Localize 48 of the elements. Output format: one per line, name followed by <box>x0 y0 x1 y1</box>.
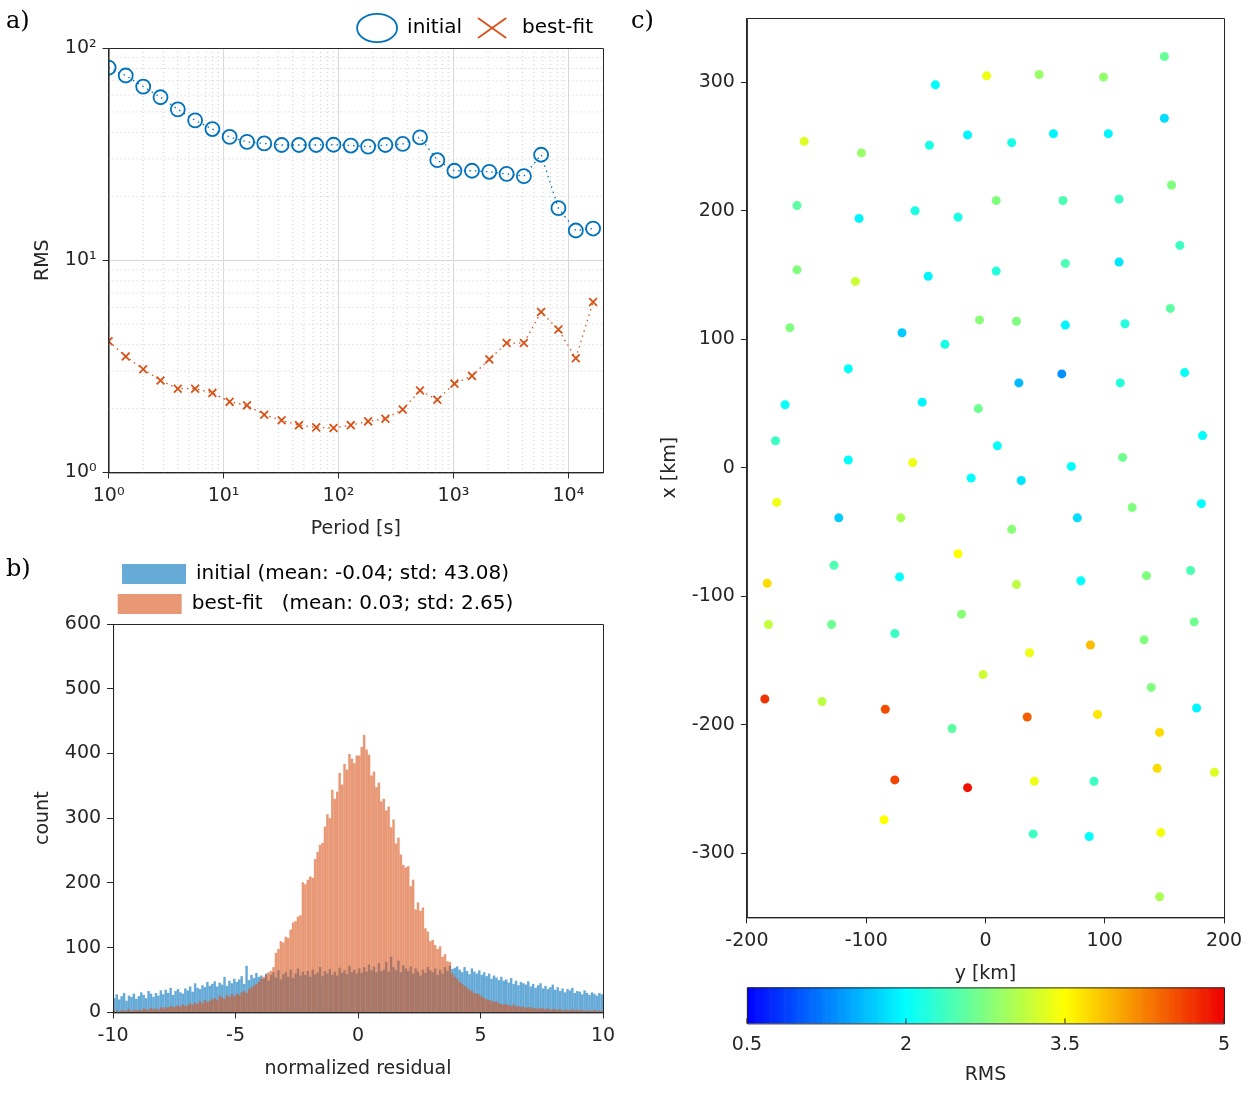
y-tick-label: 200 <box>698 197 735 220</box>
x-tick-label: 10 <box>590 1022 616 1045</box>
x-tick-label: 0 <box>979 927 992 950</box>
y-tick-label: -200 <box>691 711 735 734</box>
color-bar-title: RMS <box>964 1061 1007 1084</box>
x-tick-label: 100 <box>1086 927 1123 950</box>
y-tick-label: 400 <box>64 740 102 763</box>
x-axis-title: normalized residual <box>264 1055 452 1078</box>
x-tick-label: -5 <box>226 1022 246 1045</box>
y-tick-label: -100 <box>691 583 735 606</box>
text: a) <box>6 6 30 35</box>
x-tick-label: 10⁴ <box>552 482 585 505</box>
legend-label: initial (mean: -0.04; std: 43.08) <box>196 560 509 585</box>
y-tick-label: 10² <box>64 34 97 57</box>
y-axis-title: count <box>30 791 53 845</box>
y-tick-label: 0 <box>722 454 735 477</box>
y-tick-label: 10¹ <box>64 247 97 270</box>
y-tick-label: 200 <box>64 869 102 892</box>
x-tick-label: 10¹ <box>207 482 240 505</box>
legend-label: best-fit <box>522 14 594 39</box>
y-axis-title: RMS <box>30 239 53 282</box>
y-tick-label: 100 <box>698 326 735 349</box>
x-axis-title: Period [s] <box>310 515 401 538</box>
y-tick-label: 10⁰ <box>64 459 97 482</box>
x-tick-label: -100 <box>844 927 888 950</box>
x-tick-label: -200 <box>725 927 769 950</box>
text: b) <box>6 554 31 583</box>
y-axis-title: x [km] <box>657 436 680 499</box>
text: c) <box>631 6 654 35</box>
y-tick-label: -300 <box>691 840 735 863</box>
legend-label: best-fit (mean: 0.03; std: 2.65) <box>191 590 514 615</box>
y-tick-label: 0 <box>88 999 102 1022</box>
x-tick-label: 200 <box>1205 927 1243 950</box>
x-axis-title: y [km] <box>954 960 1017 983</box>
y-tick-label: 600 <box>64 610 102 633</box>
x-tick-label: 0 <box>351 1022 365 1045</box>
x-tick-label: 5 <box>474 1022 487 1045</box>
x-tick-label: 10² <box>322 482 355 505</box>
x-tick-label: 10⁰ <box>92 482 125 505</box>
x-tick-label: 10³ <box>437 482 470 505</box>
y-tick-label: 300 <box>698 69 735 92</box>
y-tick-label: 500 <box>64 675 102 698</box>
color-bar-label: 2 <box>899 1031 912 1054</box>
color-bar-label: 3.5 <box>1049 1031 1081 1054</box>
x-tick-label: -10 <box>97 1022 129 1045</box>
color-bar-label: 0.5 <box>731 1031 763 1054</box>
y-tick-label: 300 <box>64 805 102 828</box>
legend-label: initial <box>407 14 463 39</box>
